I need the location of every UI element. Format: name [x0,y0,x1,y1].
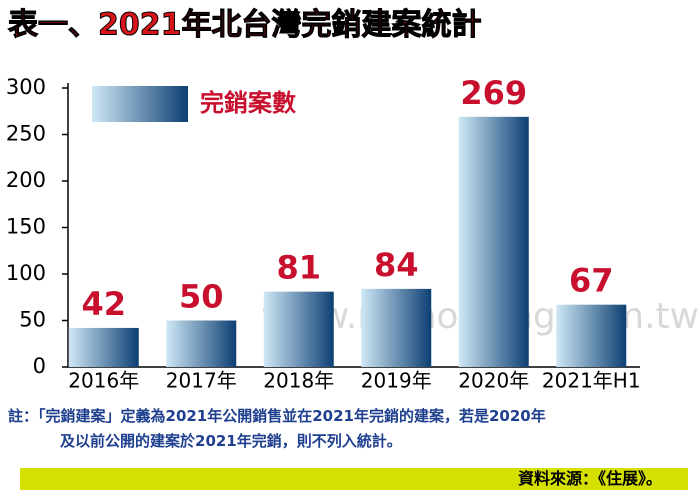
bar [361,288,432,367]
x-tick-label: 2018年 [263,369,334,393]
x-tick-label: 2016年 [68,369,139,393]
value-label: 50 [179,278,224,316]
y-tick-label: 200 [6,168,46,192]
value-label: 84 [374,246,419,284]
legend-swatch [92,86,188,122]
y-tick-label: 50 [19,308,46,332]
value-label: 81 [276,249,321,287]
footer-bar [20,468,688,490]
x-tick-label: 2019年 [361,369,432,393]
bar [458,116,529,367]
note-line: 及以前公開的建案於2021年完銷，則不列入統計。 [60,432,402,450]
x-tick-label: 2020年 [458,369,529,393]
y-tick-label: 0 [33,354,46,378]
y-tick-label: 300 [6,75,46,99]
note-line: 註：「完銷建案」定義為2021年公開銷售並在2021年完銷的建案，若是2020年 [8,407,546,425]
y-tick-label: 250 [6,122,46,146]
bar [166,320,237,367]
chart: 表一、2021年北台灣完銷建案統計 www.myhousing.com.tw 完… [6,7,699,393]
legend-label: 完銷案數 [200,89,296,117]
y-tick-label: 100 [6,261,46,285]
bar [68,327,139,367]
source: 資料來源：《住展》。 [517,469,662,488]
x-tick-label: 2017年 [166,369,237,393]
bar [556,304,627,367]
note: 註：「完銷建案」定義為2021年公開銷售並在2021年完銷的建案，若是2020年… [8,404,688,454]
value-label: 67 [569,262,614,300]
x-tick-label: 2021年H1 [542,369,641,393]
value-label: 42 [81,285,126,323]
y-tick-label: 150 [6,215,46,239]
bar [263,291,334,367]
chart-title: 表一、2021年北台灣完銷建案統計 [8,8,482,43]
value-label: 269 [460,74,527,112]
